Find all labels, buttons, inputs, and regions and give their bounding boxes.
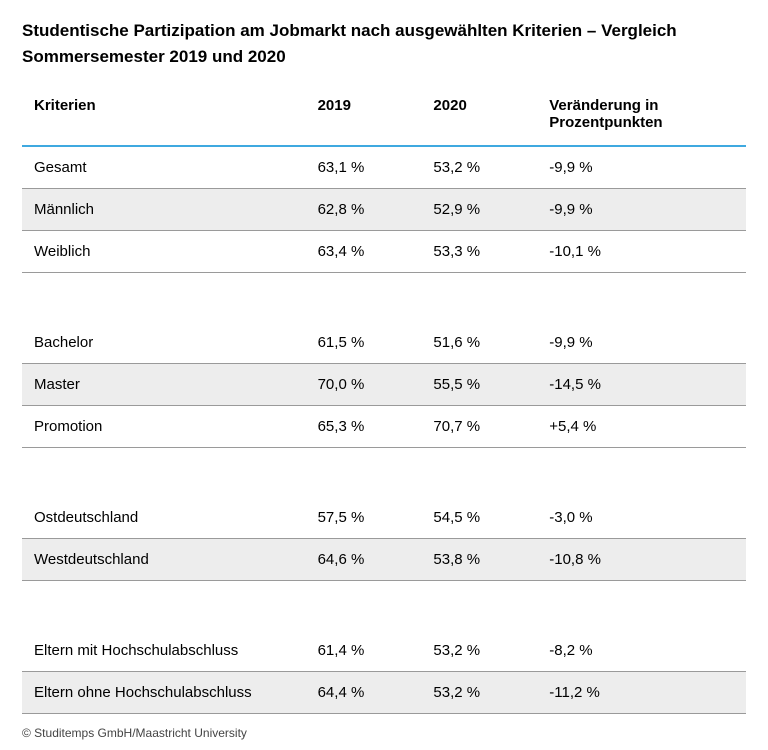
table-row: Ostdeutschland57,5 %54,5 %-3,0 % <box>22 497 746 539</box>
cell-2020: 53,3 % <box>427 230 543 272</box>
cell-change: +5,4 % <box>543 405 746 447</box>
cell-change: -11,2 % <box>543 671 746 713</box>
group-spacer <box>22 580 746 630</box>
cell-change: -9,9 % <box>543 188 746 230</box>
col-header-change: Veränderung in Prozentpunkten <box>543 87 746 146</box>
cell-2020: 53,2 % <box>427 630 543 672</box>
group-spacer <box>22 447 746 497</box>
cell-label: Bachelor <box>22 322 312 364</box>
cell-2019: 61,5 % <box>312 322 428 364</box>
cell-2019: 64,6 % <box>312 538 428 580</box>
table-row: Promotion65,3 %70,7 %+5,4 % <box>22 405 746 447</box>
table-row: Eltern ohne Hochschulabschluss64,4 %53,2… <box>22 671 746 713</box>
cell-2020: 53,2 % <box>427 146 543 189</box>
table-row: Westdeutschland64,6 %53,8 %-10,8 % <box>22 538 746 580</box>
cell-change: -9,9 % <box>543 146 746 189</box>
table-row: Weiblich63,4 %53,3 %-10,1 % <box>22 230 746 272</box>
cell-2020: 54,5 % <box>427 497 543 539</box>
cell-2020: 55,5 % <box>427 363 543 405</box>
cell-change: -3,0 % <box>543 497 746 539</box>
table-row: Gesamt63,1 %53,2 %-9,9 % <box>22 146 746 189</box>
cell-2020: 53,2 % <box>427 671 543 713</box>
table-row: Master70,0 %55,5 %-14,5 % <box>22 363 746 405</box>
table-header-row: Kriterien 2019 2020 Veränderung in Proze… <box>22 87 746 146</box>
cell-2020: 53,8 % <box>427 538 543 580</box>
cell-label: Ostdeutschland <box>22 497 312 539</box>
cell-2019: 64,4 % <box>312 671 428 713</box>
cell-2019: 57,5 % <box>312 497 428 539</box>
cell-2020: 70,7 % <box>427 405 543 447</box>
cell-2019: 63,4 % <box>312 230 428 272</box>
table-row: Bachelor61,5 %51,6 %-9,9 % <box>22 322 746 364</box>
footer-credit: © Studitemps GmbH/Maastricht University <box>22 726 746 740</box>
cell-label: Eltern ohne Hochschulabschluss <box>22 671 312 713</box>
cell-change: -14,5 % <box>543 363 746 405</box>
cell-label: Männlich <box>22 188 312 230</box>
cell-label: Westdeutschland <box>22 538 312 580</box>
col-header-2020: 2020 <box>427 87 543 146</box>
cell-label: Eltern mit Hochschulabschluss <box>22 630 312 672</box>
cell-2020: 51,6 % <box>427 322 543 364</box>
table-title: Studentische Partizipation am Jobmarkt n… <box>22 18 746 71</box>
cell-label: Master <box>22 363 312 405</box>
cell-change: -10,1 % <box>543 230 746 272</box>
table-row: Eltern mit Hochschulabschluss61,4 %53,2 … <box>22 630 746 672</box>
cell-label: Promotion <box>22 405 312 447</box>
col-header-kriterien: Kriterien <box>22 87 312 146</box>
cell-label: Gesamt <box>22 146 312 189</box>
cell-change: -10,8 % <box>543 538 746 580</box>
cell-2019: 62,8 % <box>312 188 428 230</box>
cell-2019: 65,3 % <box>312 405 428 447</box>
cell-label: Weiblich <box>22 230 312 272</box>
cell-change: -8,2 % <box>543 630 746 672</box>
table-row: Männlich62,8 %52,9 %-9,9 % <box>22 188 746 230</box>
cell-2019: 63,1 % <box>312 146 428 189</box>
cell-change: -9,9 % <box>543 322 746 364</box>
group-spacer <box>22 272 746 322</box>
col-header-2019: 2019 <box>312 87 428 146</box>
cell-2020: 52,9 % <box>427 188 543 230</box>
cell-2019: 61,4 % <box>312 630 428 672</box>
data-table: Kriterien 2019 2020 Veränderung in Proze… <box>22 87 746 714</box>
cell-2019: 70,0 % <box>312 363 428 405</box>
